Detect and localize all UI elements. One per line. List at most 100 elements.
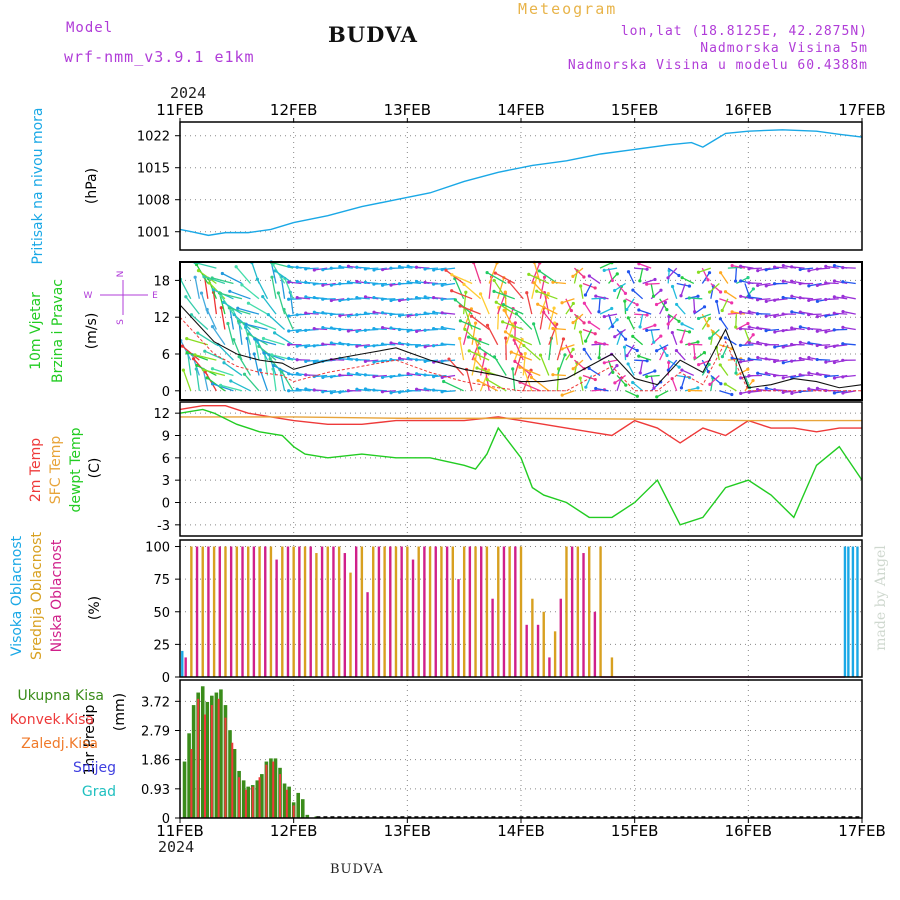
wind-arrowhead: [193, 353, 197, 357]
wind-arrow: [573, 359, 585, 370]
wind-arrowhead: [414, 295, 419, 300]
watermark-text: made by Angel: [873, 545, 889, 651]
wind-arrowhead: [295, 296, 299, 300]
wind-arrow: [314, 344, 328, 347]
wind-arrow: [825, 298, 839, 301]
wind-arrowhead: [363, 387, 368, 391]
wind-arrowhead: [665, 308, 669, 312]
wind-arrow: [552, 327, 566, 331]
wind-arrow: [382, 282, 396, 286]
wind-arrow: [638, 355, 652, 361]
wind-arrowhead: [790, 265, 794, 269]
precip-units: (mm): [112, 693, 128, 731]
wind-arrow: [442, 326, 456, 331]
wind-arrow: [305, 359, 319, 363]
wind-arrowhead: [202, 368, 206, 372]
cloud-bar: [394, 546, 398, 677]
wind-arrow: [390, 298, 405, 302]
wind-arrowhead: [246, 332, 250, 336]
wind-arrowhead: [645, 267, 649, 271]
precip-bar: [265, 764, 268, 818]
model-altitude-text: Nadmorska Visina u modelu 60.4388m: [567, 58, 868, 73]
wind-arrowhead: [747, 281, 751, 285]
wind-arrow: [650, 283, 655, 297]
wind-arrow: [217, 344, 234, 361]
precip-bar: [282, 783, 287, 818]
wind-arrowhead: [798, 356, 802, 361]
wind-arrow: [443, 380, 464, 392]
wind-arrowhead: [815, 315, 820, 319]
wind-arrow: [244, 373, 260, 392]
cloud-bar: [468, 546, 472, 677]
meteogram-label: Meteogram: [518, 0, 618, 18]
wind-arrowhead: [503, 290, 507, 294]
wind-arrow: [740, 328, 754, 331]
wind-arrowhead: [363, 311, 367, 315]
wind-arrowhead: [560, 301, 564, 305]
wind-arrowhead: [622, 345, 627, 349]
wind-arrowhead: [582, 301, 586, 305]
y-tick-label: 100: [145, 541, 170, 556]
wind-arrow: [817, 267, 831, 270]
wind-arrowhead: [363, 295, 368, 299]
wind-arrowhead: [532, 281, 536, 285]
wind-arrowhead: [180, 344, 184, 348]
wind-arrow: [579, 377, 584, 391]
wind-arrow: [740, 295, 754, 300]
cloud-bar: [281, 546, 284, 677]
cloud-bar: [434, 546, 437, 677]
wind-arrow: [425, 374, 439, 377]
wind-arrowhead: [615, 363, 619, 368]
wind-arrow: [565, 348, 574, 361]
wind-arrow: [197, 332, 217, 346]
wind-arrow: [817, 373, 831, 377]
wind-arrowhead: [815, 283, 819, 288]
wind-arrowhead: [696, 294, 700, 298]
wind-arrow: [179, 279, 192, 300]
wind-arrow: [533, 282, 550, 300]
wind-arrowhead: [613, 381, 617, 385]
precip-bar: [255, 780, 260, 818]
wind-arrowhead: [380, 283, 385, 287]
wind-arrowhead: [790, 375, 794, 380]
wind-arrowhead: [815, 357, 819, 362]
cloud-bar: [247, 546, 250, 677]
x-tick-label-top: 14FEB: [497, 101, 544, 119]
wind-arrow: [731, 357, 746, 361]
wind-arrowhead: [423, 295, 427, 299]
wind-arrowhead: [321, 297, 325, 301]
cloud-bar: [190, 546, 193, 677]
wind-speed-line: [179, 304, 863, 389]
wind-arrow: [528, 273, 550, 285]
wind-arrowhead: [687, 342, 691, 346]
wind-arrowhead: [815, 386, 820, 390]
wind-arrow: [288, 373, 302, 377]
wind-arrow: [766, 298, 780, 303]
wind-arrowhead: [587, 274, 591, 278]
wind-arrowhead: [739, 376, 743, 380]
wind-arrowhead: [406, 280, 410, 284]
wind-arrowhead: [199, 291, 204, 295]
wind-arrowhead: [552, 306, 556, 310]
cloud-bar: [582, 553, 585, 677]
wind-arrow: [573, 362, 578, 376]
wind-arrow: [408, 373, 422, 377]
wind-arrowhead: [523, 351, 527, 356]
wind-arrowhead: [432, 268, 436, 272]
wind-arrow: [740, 359, 754, 363]
wind-arrow: [685, 341, 699, 346]
wind-arrowhead: [578, 376, 582, 380]
wind-arrowhead: [764, 329, 768, 333]
cloud-bar: [559, 598, 562, 677]
wind-arrowhead: [486, 368, 491, 372]
wind-arrowhead: [473, 357, 477, 361]
station-title: BUDVA: [328, 22, 418, 47]
cloud-bar: [181, 650, 184, 677]
wind-arrow: [486, 272, 507, 285]
wind-arrow: [627, 271, 635, 284]
wind-arrowhead: [493, 271, 497, 275]
temp-line-sfc: [180, 416, 862, 422]
wind-arrowhead: [638, 279, 642, 283]
wind-arrow: [825, 344, 839, 348]
wind-arrowhead: [764, 314, 768, 318]
